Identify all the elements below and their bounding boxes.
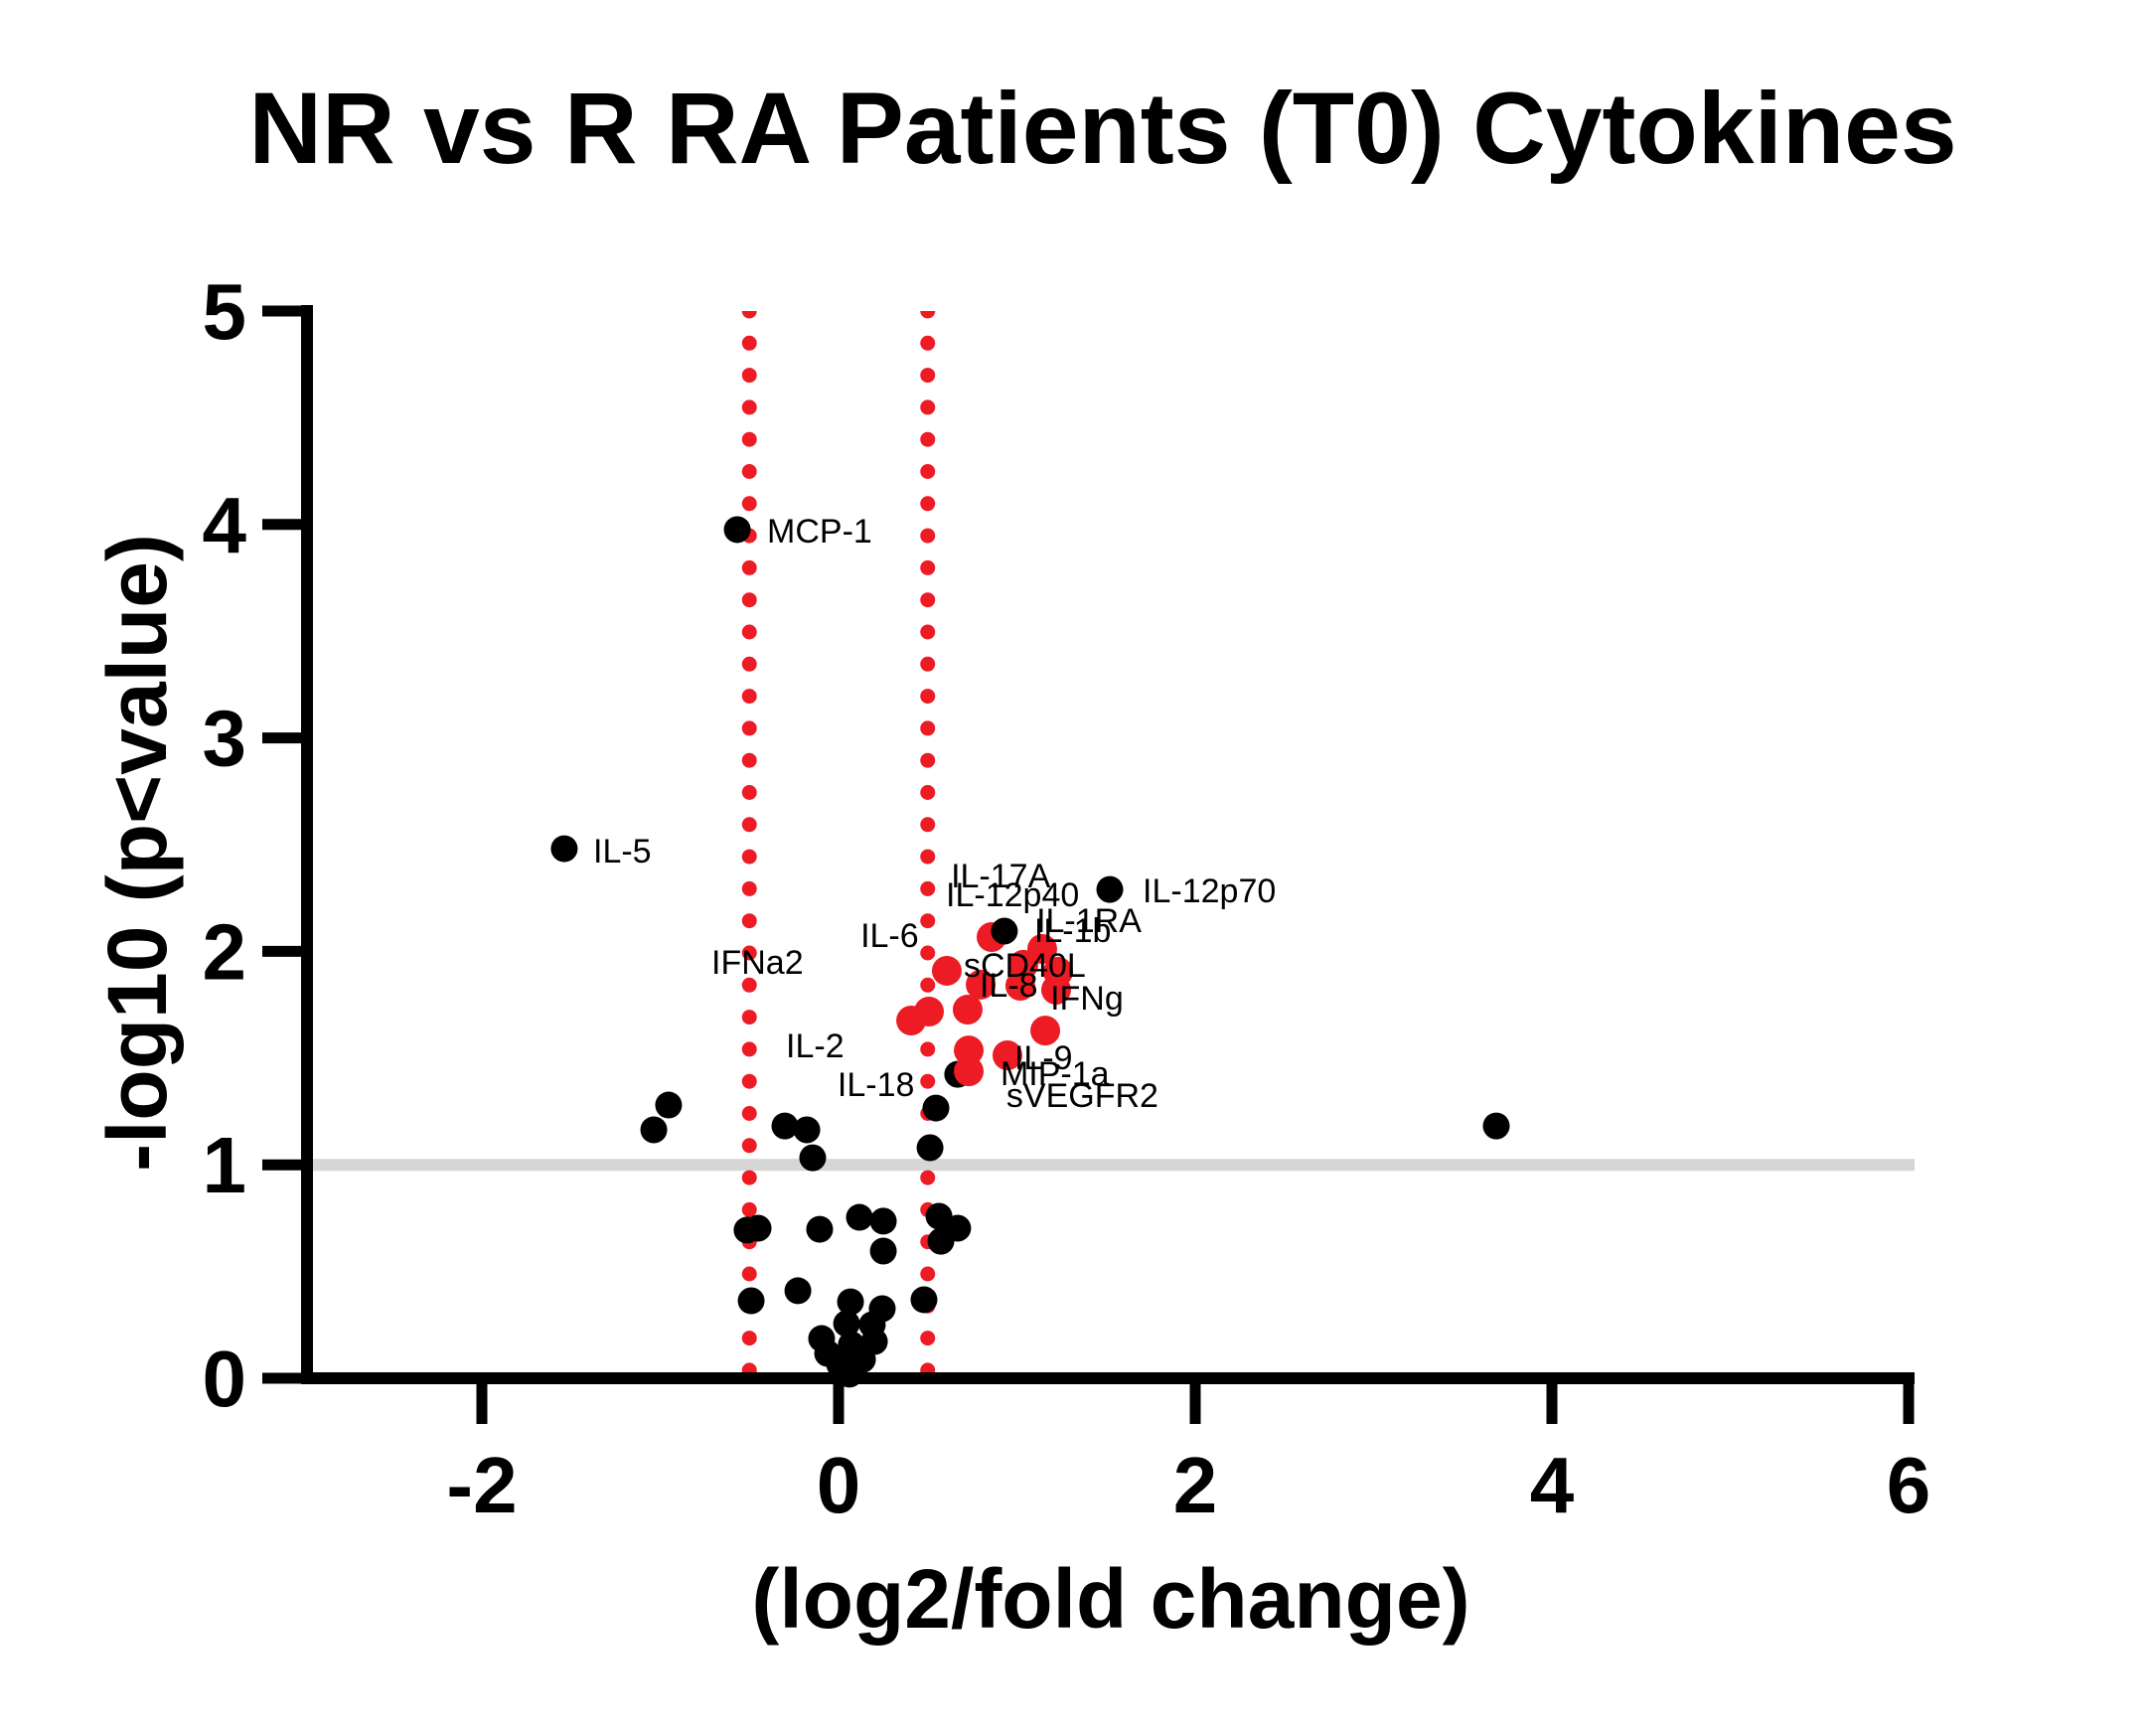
- data-point: [869, 1207, 897, 1235]
- data-point: [910, 1286, 938, 1314]
- data-point: [991, 917, 1018, 945]
- point-label: IL-8: [980, 967, 1038, 1005]
- x-tick-label: 0: [817, 1441, 861, 1529]
- point-label: MCP-1: [767, 513, 872, 551]
- data-point: [1004, 970, 1035, 1001]
- data-point: [784, 1277, 812, 1305]
- data-point: [922, 1094, 950, 1122]
- y-tick-label: 5: [203, 267, 247, 356]
- point-label: IL-18: [838, 1066, 915, 1104]
- point-label: IFNg: [1050, 980, 1124, 1018]
- y-tick-label: 1: [203, 1121, 247, 1209]
- y-tick-label: 0: [203, 1335, 247, 1423]
- data-point: [931, 955, 962, 986]
- data-point: [954, 1035, 985, 1066]
- point-label: IL-9: [1014, 1039, 1073, 1077]
- x-tick-label: -2: [446, 1441, 517, 1529]
- y-tick-label: 2: [203, 907, 247, 996]
- data-point: [723, 516, 751, 544]
- data-point: [1040, 975, 1071, 1006]
- data-point: [954, 1056, 985, 1087]
- data-point: [744, 1214, 772, 1242]
- data-point: [640, 1116, 668, 1144]
- data-point: [737, 1287, 765, 1315]
- data-point: [806, 1215, 834, 1243]
- data-point: [771, 1112, 799, 1140]
- point-label: IL-17A: [951, 858, 1050, 895]
- y-axis-title: -log10 (p<value): [90, 534, 184, 1172]
- x-tick-label: 6: [1887, 1441, 1931, 1529]
- point-label: IL-6: [860, 917, 919, 955]
- point-label: IL-5: [593, 833, 652, 870]
- data-point: [966, 969, 997, 1000]
- data-point: [952, 995, 983, 1025]
- data-point: [793, 1116, 821, 1144]
- data-point: [846, 1203, 873, 1231]
- data-point: [944, 1214, 972, 1242]
- point-label: IL-12p40: [946, 876, 1079, 914]
- data-point: [869, 1237, 897, 1265]
- data-point: [896, 1005, 927, 1035]
- chart-title: NR vs R RA Patients (T0) Cytokines: [248, 72, 1957, 185]
- data-point: [1482, 1112, 1510, 1140]
- data-point: [1030, 1016, 1061, 1046]
- data-point: [860, 1328, 888, 1355]
- point-label: IFNa2: [711, 944, 804, 982]
- data-point: [1096, 875, 1124, 903]
- data-point: [992, 1040, 1022, 1071]
- x-tick-label: 2: [1173, 1441, 1218, 1529]
- data-point: [833, 1310, 860, 1338]
- point-label: IL-1RA: [1036, 902, 1142, 940]
- data-point: [655, 1091, 683, 1119]
- point-label: IL-12p70: [1143, 872, 1276, 910]
- data-point: [916, 1134, 944, 1162]
- data-point: [799, 1144, 827, 1172]
- point-label: MIP-1a: [1001, 1055, 1110, 1093]
- data-point: [550, 835, 578, 863]
- y-tick-label: 3: [203, 695, 247, 783]
- y-tick-label: 4: [203, 481, 247, 569]
- x-tick-label: 4: [1530, 1441, 1575, 1529]
- point-label: IL-1b: [1034, 912, 1112, 950]
- data-point: [837, 1288, 864, 1316]
- point-label: sVEGFR2: [1006, 1077, 1158, 1115]
- x-axis-title: (log2/fold change): [751, 1552, 1470, 1646]
- point-label: sCD40L: [964, 947, 1086, 985]
- point-label: IL-2: [786, 1027, 845, 1065]
